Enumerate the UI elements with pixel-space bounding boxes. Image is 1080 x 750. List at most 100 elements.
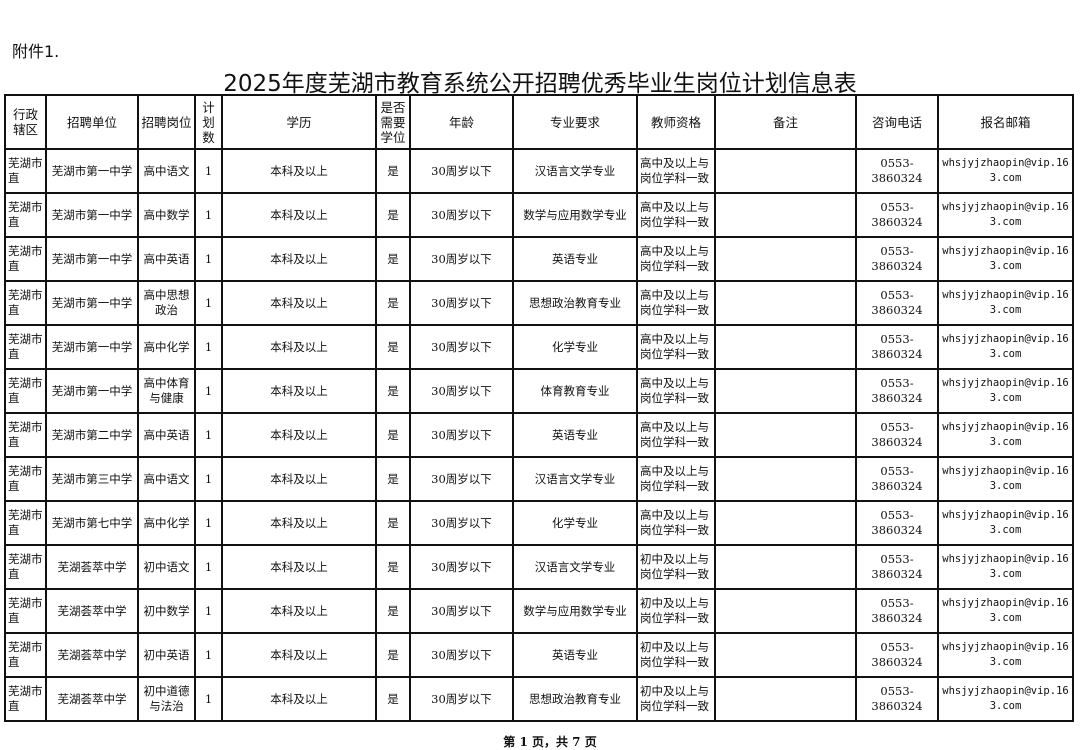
table-cell[interactable]: whsjyjzhaopin@vip.163.com xyxy=(937,676,1074,722)
column-header: 教师资格 xyxy=(636,94,716,150)
table-cell: 芜湖市直 xyxy=(4,192,47,238)
table-cell: 芜湖市第三中学 xyxy=(45,456,139,502)
table-cell: 30周岁以下 xyxy=(409,368,514,414)
table-cell: 芜湖荟萃中学 xyxy=(45,588,139,634)
table-row: 芜湖市直 芜湖市第一中学 高中化学 1 本科及以上是 30周岁以下 化学专业 高中及以上与岗位… xyxy=(4,324,1074,370)
table-cell: 0553-3860324 xyxy=(855,280,939,326)
table-cell: 高中英语 xyxy=(137,236,196,282)
column-header: 报名邮箱 xyxy=(937,94,1074,150)
table-cell xyxy=(714,676,857,722)
table-cell: 本科及以上 xyxy=(221,500,377,546)
table-row: 芜湖市直 芜湖荟萃中学 初中数学 1 本科及以上是 30周岁以下 数学与应用数学专业 初中及以… xyxy=(4,588,1074,634)
column-header: 学历 xyxy=(221,94,377,150)
table-row: 芜湖市直 芜湖市第一中学 高中数学 1 本科及以上是 30周岁以下 数学与应用数学专业 高中及… xyxy=(4,192,1074,238)
table-cell: 1 xyxy=(194,412,223,458)
table-cell: 初中数学 xyxy=(137,588,196,634)
table-cell xyxy=(714,588,857,634)
table-cell[interactable]: whsjyjzhaopin@vip.163.com xyxy=(937,236,1074,282)
table-cell: 0553-3860324 xyxy=(855,500,939,546)
table-row: 芜湖市直 芜湖市第一中学 高中语文 1 本科及以上是 30周岁以下 汉语言文学专业 高中及以上… xyxy=(4,148,1074,194)
table-cell[interactable]: whsjyjzhaopin@vip.163.com xyxy=(937,632,1074,678)
table-cell[interactable]: whsjyjzhaopin@vip.163.com xyxy=(937,324,1074,370)
table-cell: 芜湖荟萃中学 xyxy=(45,676,139,722)
table-cell: 初中语文 xyxy=(137,544,196,590)
table-cell: 数学与应用数学专业 xyxy=(512,192,638,238)
table-cell[interactable]: whsjyjzhaopin@vip.163.com xyxy=(937,192,1074,238)
table-cell: 芜湖市直 xyxy=(4,588,47,634)
table-cell: 0553-3860324 xyxy=(855,324,939,370)
table-cell: 芜湖市第七中学 xyxy=(45,500,139,546)
column-header: 专业要求 xyxy=(512,94,638,150)
table-cell[interactable]: whsjyjzhaopin@vip.163.com xyxy=(937,148,1074,194)
table-cell: 是 xyxy=(375,192,411,238)
table-cell: 芜湖荟萃中学 xyxy=(45,632,139,678)
table-cell: 高中语文 xyxy=(137,148,196,194)
table-cell: 本科及以上 xyxy=(221,192,377,238)
table-cell: 芜湖市直 xyxy=(4,324,47,370)
table-cell: 0553-3860324 xyxy=(855,456,939,502)
attachment-label: 附件1. xyxy=(12,42,60,61)
table-cell: 30周岁以下 xyxy=(409,412,514,458)
table-cell xyxy=(714,236,857,282)
table-cell: 1 xyxy=(194,192,223,238)
table-cell xyxy=(714,500,857,546)
table-cell: 0553-3860324 xyxy=(855,368,939,414)
table-cell: 本科及以上 xyxy=(221,368,377,414)
positions-table: 行政辖区 招聘单位 招聘岗位 计划数 学历 是否需要学位 年龄 专业要求 教师资格 备注 咨询电话报… xyxy=(4,94,1074,722)
table-cell xyxy=(714,632,857,678)
table-cell[interactable]: whsjyjzhaopin@vip.163.com xyxy=(937,456,1074,502)
table-cell: 数学与应用数学专业 xyxy=(512,588,638,634)
table-row: 芜湖市直 芜湖荟萃中学 初中道德与法治 1 本科及以上是 30周岁以下 思想政治教育专业 初中… xyxy=(4,676,1074,722)
table-cell: 0553-3860324 xyxy=(855,192,939,238)
table-cell xyxy=(714,412,857,458)
table-cell[interactable]: whsjyjzhaopin@vip.163.com xyxy=(937,368,1074,414)
table-row: 芜湖市直 芜湖市第一中学 高中思想政治 1 本科及以上是 30周岁以下 思想政治教育专业 高中… xyxy=(4,280,1074,326)
table-cell: 本科及以上 xyxy=(221,588,377,634)
table-cell xyxy=(714,280,857,326)
table-cell: 30周岁以下 xyxy=(409,456,514,502)
table-cell: 0553-3860324 xyxy=(855,544,939,590)
table-cell: 思想政治教育专业 xyxy=(512,280,638,326)
table-cell: 体育教育专业 xyxy=(512,368,638,414)
table-cell xyxy=(714,368,857,414)
table-cell: 1 xyxy=(194,280,223,326)
table-cell: 是 xyxy=(375,544,411,590)
table-cell: 是 xyxy=(375,500,411,546)
table-cell[interactable]: whsjyjzhaopin@vip.163.com xyxy=(937,544,1074,590)
table-cell: 高中语文 xyxy=(137,456,196,502)
table-cell: 本科及以上 xyxy=(221,412,377,458)
table-cell: 高中化学 xyxy=(137,500,196,546)
table-cell: 是 xyxy=(375,368,411,414)
table-cell[interactable]: whsjyjzhaopin@vip.163.com xyxy=(937,412,1074,458)
table-cell xyxy=(714,148,857,194)
table-cell: 高中及以上与岗位学科一致 xyxy=(636,500,716,546)
table-cell[interactable]: whsjyjzhaopin@vip.163.com xyxy=(937,280,1074,326)
table-cell: 芜湖市直 xyxy=(4,544,47,590)
table-cell: 0553-3860324 xyxy=(855,148,939,194)
page-footer: 第 1 页，共 7 页 xyxy=(503,735,597,749)
table-cell: 是 xyxy=(375,676,411,722)
table-cell: 芜湖市直 xyxy=(4,676,47,722)
table-row: 芜湖市直 芜湖市第三中学 高中语文 1 本科及以上是 30周岁以下 汉语言文学专业 高中及以上… xyxy=(4,456,1074,502)
table-cell: 英语专业 xyxy=(512,632,638,678)
table-cell: 芜湖市第一中学 xyxy=(45,236,139,282)
table-cell: 初中及以上与岗位学科一致 xyxy=(636,588,716,634)
table-cell: 1 xyxy=(194,588,223,634)
table-cell: 高中及以上与岗位学科一致 xyxy=(636,236,716,282)
table-cell: 30周岁以下 xyxy=(409,544,514,590)
table-cell: 1 xyxy=(194,544,223,590)
table-cell: 高中及以上与岗位学科一致 xyxy=(636,192,716,238)
table-cell: 高中及以上与岗位学科一致 xyxy=(636,412,716,458)
table-cell: 本科及以上 xyxy=(221,324,377,370)
table-cell: 1 xyxy=(194,500,223,546)
table-cell: 英语专业 xyxy=(512,236,638,282)
column-header: 计划数 xyxy=(194,94,223,150)
table-cell: 1 xyxy=(194,456,223,502)
table-cell[interactable]: whsjyjzhaopin@vip.163.com xyxy=(937,588,1074,634)
table-cell[interactable]: whsjyjzhaopin@vip.163.com xyxy=(937,500,1074,546)
table-cell: 1 xyxy=(194,632,223,678)
table-cell: 1 xyxy=(194,236,223,282)
column-header: 咨询电话 xyxy=(855,94,939,150)
table-cell: 30周岁以下 xyxy=(409,148,514,194)
table-cell: 高中及以上与岗位学科一致 xyxy=(636,324,716,370)
